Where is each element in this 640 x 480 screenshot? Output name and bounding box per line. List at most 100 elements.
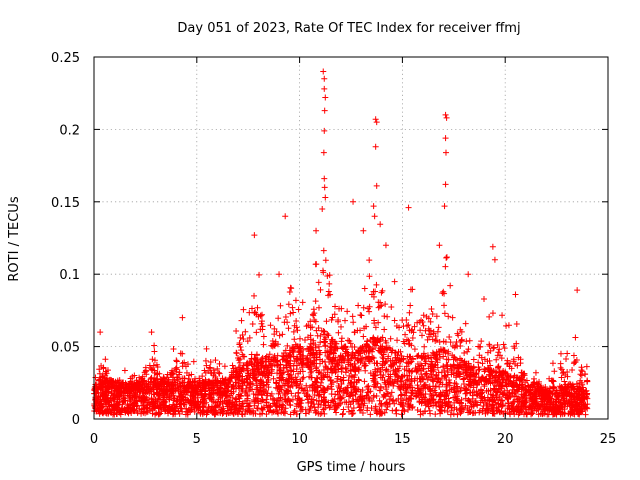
data-point — [478, 354, 485, 361]
data-point — [405, 406, 412, 413]
data-point — [522, 406, 529, 413]
data-point — [285, 382, 292, 389]
data-point — [310, 351, 317, 358]
data-point — [284, 319, 291, 326]
data-point — [551, 411, 558, 418]
data-point — [403, 367, 410, 374]
data-point — [201, 409, 208, 416]
data-point — [584, 377, 591, 384]
data-point — [224, 407, 231, 414]
data-point — [430, 396, 437, 403]
data-point — [339, 364, 346, 371]
data-point — [235, 380, 242, 387]
data-point — [305, 399, 312, 406]
data-point — [259, 354, 266, 361]
data-point — [387, 335, 394, 342]
data-point — [303, 393, 310, 400]
data-point — [112, 385, 119, 392]
data-point — [292, 393, 299, 400]
data-point — [371, 213, 378, 220]
data-point — [446, 333, 453, 340]
data-point — [221, 363, 228, 370]
data-point — [263, 358, 270, 365]
data-point — [417, 361, 424, 368]
data-point — [485, 407, 492, 414]
data-point — [284, 378, 291, 385]
data-point — [530, 401, 537, 408]
data-point — [580, 389, 587, 396]
data-point — [453, 338, 460, 345]
data-point — [321, 107, 328, 114]
data-point — [196, 403, 203, 410]
data-point — [108, 409, 115, 416]
data-point — [576, 388, 583, 395]
data-point — [367, 411, 374, 418]
data-point — [265, 371, 272, 378]
data-point — [500, 341, 507, 348]
data-point — [147, 379, 154, 386]
data-point — [141, 408, 148, 415]
data-point — [558, 388, 565, 395]
data-point — [121, 367, 128, 374]
data-point — [311, 317, 318, 324]
data-point — [503, 370, 510, 377]
data-point — [209, 385, 216, 392]
data-point — [354, 386, 361, 393]
data-point — [470, 356, 477, 363]
data-point — [367, 347, 374, 354]
data-point — [127, 375, 134, 382]
data-point — [293, 400, 300, 407]
data-point — [260, 370, 267, 377]
data-point — [252, 377, 259, 384]
data-point — [372, 116, 379, 123]
data-point — [313, 227, 320, 234]
data-point — [203, 408, 210, 415]
data-point — [491, 410, 498, 417]
data-point — [212, 357, 219, 364]
data-point — [186, 381, 193, 388]
data-point — [469, 395, 476, 402]
data-point — [192, 375, 199, 382]
data-point — [184, 361, 191, 368]
data-point — [312, 298, 319, 305]
data-point — [450, 356, 457, 363]
data-point — [260, 333, 267, 340]
data-point — [549, 360, 556, 367]
data-point — [301, 337, 308, 344]
data-point — [322, 398, 329, 405]
data-point — [520, 400, 527, 407]
data-point — [208, 396, 215, 403]
data-point — [125, 384, 132, 391]
data-point — [445, 403, 452, 410]
data-point — [425, 403, 432, 410]
data-point — [287, 352, 294, 359]
data-point — [448, 371, 455, 378]
data-point — [257, 388, 264, 395]
data-point — [499, 369, 506, 376]
data-point — [515, 354, 522, 361]
data-point — [505, 322, 512, 329]
data-point — [373, 119, 380, 126]
data-point — [495, 404, 502, 411]
data-point — [408, 378, 415, 385]
data-point — [439, 399, 446, 406]
data-point — [344, 356, 351, 363]
data-point — [283, 388, 290, 395]
data-point — [372, 379, 379, 386]
data-point — [430, 330, 437, 337]
data-point — [511, 345, 518, 352]
data-point — [205, 368, 212, 375]
data-point — [379, 334, 386, 341]
data-point — [189, 388, 196, 395]
data-point — [239, 382, 246, 389]
data-point — [258, 320, 265, 327]
data-point — [321, 386, 328, 393]
data-point — [247, 380, 254, 387]
data-point — [409, 334, 416, 341]
data-point — [424, 336, 431, 343]
data-point — [217, 398, 224, 405]
data-point — [463, 338, 470, 345]
data-point — [486, 313, 493, 320]
data-point — [204, 408, 211, 415]
data-point — [216, 401, 223, 408]
